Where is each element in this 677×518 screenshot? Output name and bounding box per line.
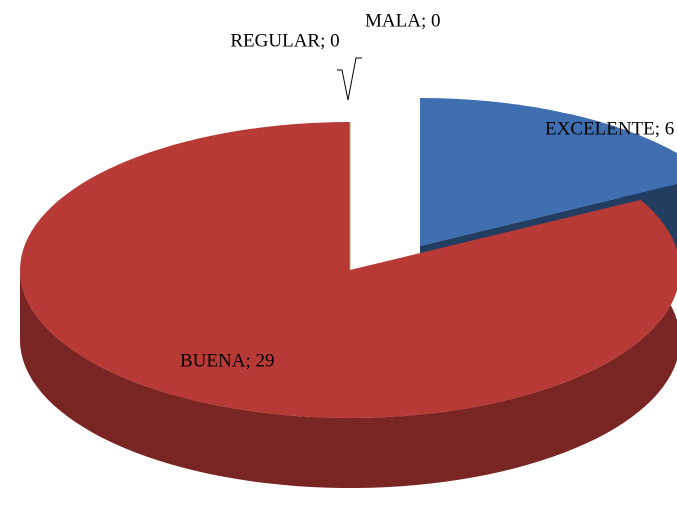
side-shade (20, 199, 677, 488)
data-label: MALA; 0 (365, 10, 440, 31)
data-label: REGULAR; 0 (230, 30, 339, 51)
data-label: EXCELENTE; 6 (545, 118, 674, 139)
leader-lines (337, 57, 362, 101)
slice (420, 98, 677, 246)
slice-side (20, 199, 677, 488)
pie (20, 98, 677, 488)
slice (20, 122, 677, 418)
data-label: BUENA; 29 (180, 350, 274, 371)
